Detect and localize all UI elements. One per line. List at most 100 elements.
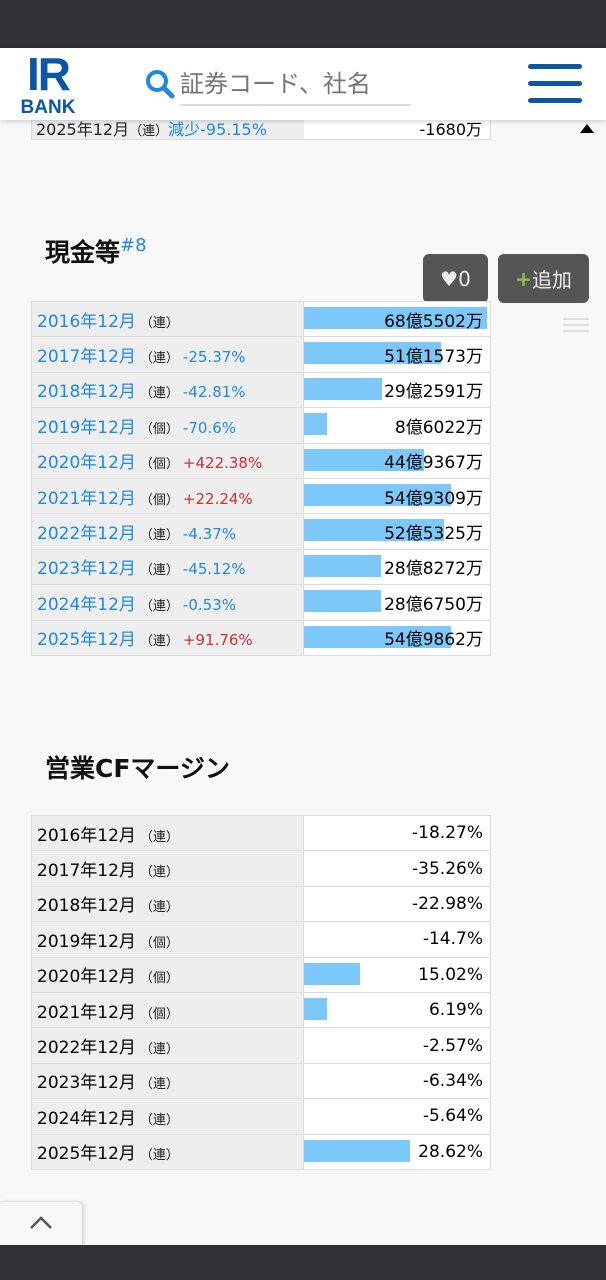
- row-value: 68億5502万: [384, 311, 483, 332]
- row-label: 2023年12月 （連）: [31, 1063, 304, 1100]
- value-bar: [304, 342, 441, 365]
- plus-icon: +: [515, 266, 532, 291]
- row-label: 2022年12月 （連）: [31, 1027, 304, 1064]
- row-year[interactable]: 2022年12月: [37, 524, 136, 545]
- row-label: 2017年12月 （連）: [31, 850, 304, 887]
- row-value: -22.98%: [412, 893, 483, 914]
- row-label: 2018年12月 （連） -42.81%: [31, 372, 304, 409]
- row-kind: （個）: [139, 1006, 179, 1022]
- value-bar: [304, 377, 383, 400]
- row-year[interactable]: 2016年12月: [37, 311, 136, 332]
- row-year: 2022年12月: [37, 1038, 136, 1059]
- row-kind: （連）: [139, 900, 179, 916]
- cf-margin-title: 営業CFマージン: [45, 754, 230, 783]
- row-kind: （連）: [139, 865, 179, 881]
- row-value: 51億1573万: [384, 347, 483, 368]
- table-row: 2021年12月 （個） +22.24% 54億9309万: [31, 478, 491, 515]
- row-value: 28億6750万: [384, 594, 483, 615]
- value-bar: [304, 590, 381, 613]
- row-value: 6.19%: [428, 1000, 483, 1021]
- row-value: -14.7%: [422, 929, 483, 950]
- cash-title: 現金等: [45, 238, 121, 267]
- row-kind: （連）: [139, 386, 179, 402]
- table-row: 2025年12月 （連） +91.76% 54億9862万: [31, 620, 491, 656]
- row-change: -70.6%: [182, 418, 236, 437]
- row-value-cell: 8億6022万: [303, 407, 491, 444]
- row-year[interactable]: 2023年12月: [37, 559, 136, 580]
- row-value-cell: 54億9309万: [303, 478, 491, 515]
- row-value: -35.26%: [412, 858, 483, 879]
- row-label: 2017年12月 （連） -25.37%: [31, 336, 304, 373]
- row-change: 減少-95.15%: [168, 120, 267, 139]
- row-change: -42.81%: [182, 383, 246, 402]
- row-change: -25.37%: [182, 348, 246, 367]
- row-label: 2019年12月 （個） -70.6%: [31, 407, 304, 444]
- hamburger-menu-icon[interactable]: [528, 64, 582, 106]
- row-kind: （連）: [139, 315, 179, 331]
- like-button[interactable]: ♥ 0: [423, 254, 488, 303]
- scroll-to-top-button[interactable]: [0, 1201, 83, 1245]
- sort-arrow-icon[interactable]: [580, 124, 594, 133]
- row-year[interactable]: 2024年12月: [37, 594, 136, 615]
- irbank-logo[interactable]: IR BANK: [18, 50, 78, 118]
- row-kind: （個）: [139, 457, 179, 473]
- section-title-cash: 現金等#8: [45, 233, 147, 269]
- status-bar: [0, 0, 606, 48]
- row-label: 2018年12月 （連）: [31, 886, 304, 923]
- table-row: 2018年12月 （連） -22.98%: [31, 886, 491, 923]
- drag-handle-icon[interactable]: [563, 318, 589, 336]
- value-bar: [304, 448, 425, 471]
- table-row: 2022年12月 （連） -2.57%: [31, 1027, 491, 1064]
- value-bar: [304, 307, 488, 329]
- search-input[interactable]: [180, 62, 411, 106]
- row-value-cell: 52億5325万: [303, 513, 491, 550]
- row-kind: （連）: [139, 1077, 179, 1093]
- heart-icon: ♥: [440, 266, 459, 291]
- chevron-up-icon: [30, 1216, 52, 1229]
- row-year[interactable]: 2020年12月: [37, 453, 136, 474]
- row-kind: （連）: [139, 1148, 179, 1164]
- table-row: 2023年12月 （連） -6.34%: [31, 1063, 491, 1100]
- row-value-cell: 28億8272万: [303, 549, 491, 586]
- row-year[interactable]: 2021年12月: [37, 488, 136, 509]
- section-anchor-link[interactable]: #8: [120, 235, 147, 256]
- row-label: 2020年12月 （個） +422.38%: [31, 443, 304, 479]
- row-label: 2025年12月 （連） +91.76%: [31, 620, 304, 656]
- table-row: 2024年12月 （連） -0.53% 28億6750万: [31, 584, 491, 621]
- row-value-cell: 15.02%: [303, 957, 491, 993]
- row-value-cell: 29億2591万: [303, 372, 491, 409]
- row-value: -5.64%: [422, 1106, 483, 1127]
- search-icon[interactable]: [144, 68, 176, 100]
- row-value: -2.57%: [422, 1035, 483, 1056]
- row-change: -0.53%: [182, 595, 236, 614]
- add-button[interactable]: + 追加: [498, 254, 589, 303]
- row-year: 2018年12月: [37, 896, 136, 917]
- row-kind: （連）: [139, 634, 179, 650]
- row-year[interactable]: 2019年12月: [37, 417, 136, 438]
- row-value-cell: 51億1573万: [303, 336, 491, 373]
- table-row: 2024年12月 （連） -5.64%: [31, 1098, 491, 1135]
- row-value-cell: -35.26%: [303, 850, 491, 887]
- row-kind: （連）: [139, 1112, 179, 1128]
- row-year[interactable]: 2025年12月: [37, 630, 136, 651]
- row-kind: （個）: [139, 971, 179, 987]
- row-value: 44億9367万: [384, 453, 483, 474]
- row-year[interactable]: 2017年12月: [37, 347, 136, 368]
- table-row: 2019年12月 （個） -14.7%: [31, 921, 491, 958]
- row-change: +422.38%: [182, 454, 263, 473]
- table-row: 2016年12月 （連） -18.27%: [31, 815, 491, 852]
- row-value-cell: 6.19%: [303, 992, 491, 1029]
- row-year: 2023年12月: [37, 1073, 136, 1094]
- row-label: 2025年12月 （連）: [31, 1134, 304, 1170]
- row-value-cell: 68億5502万: [303, 301, 491, 338]
- table-row: 2020年12月 （個） +422.38% 44億9367万: [31, 443, 491, 479]
- row-label: 2022年12月 （連） -4.37%: [31, 513, 304, 550]
- row-year[interactable]: 2018年12月: [37, 382, 136, 403]
- logo-bank: BANK: [20, 97, 76, 118]
- row-year: 2016年12月: [37, 825, 136, 846]
- value-bar: [304, 962, 360, 985]
- value-bar: [304, 554, 382, 577]
- row-value-cell: -2.57%: [303, 1027, 491, 1064]
- row-value: 15.02%: [418, 964, 483, 985]
- row-label: 2021年12月 （個）: [31, 992, 304, 1029]
